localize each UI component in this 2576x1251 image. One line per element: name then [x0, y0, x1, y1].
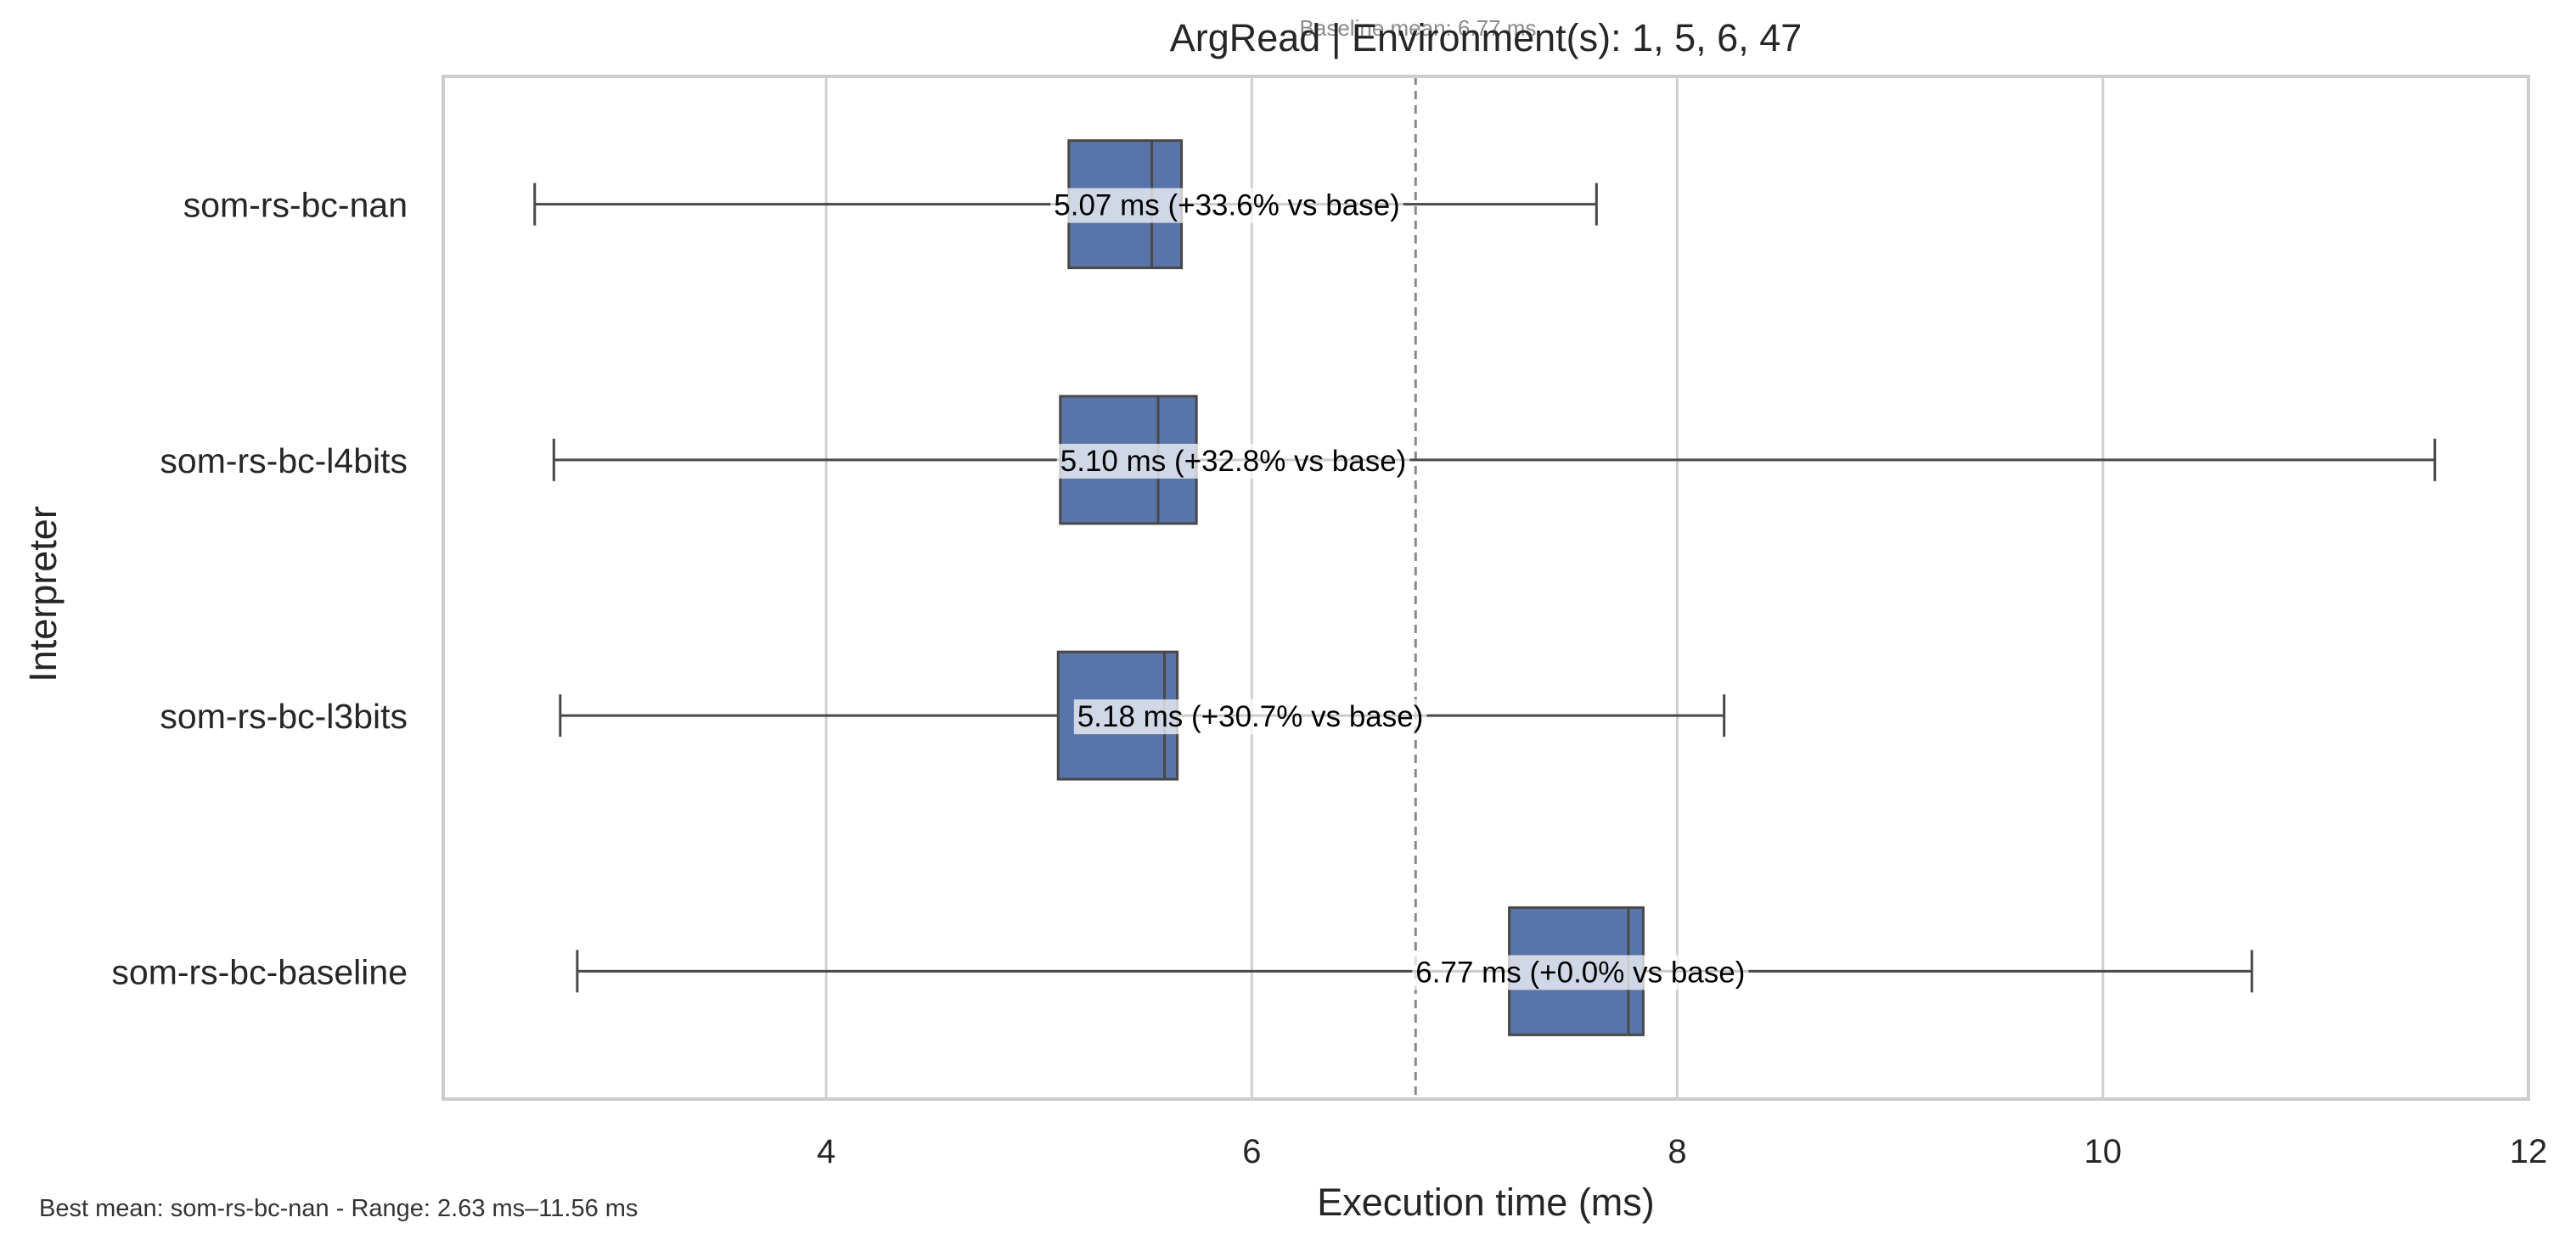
mean-label-background — [1050, 188, 1403, 223]
box-som-rs-bc-l3bits: 5.18 ms (+30.7% vs base) — [559, 650, 1726, 781]
boxes-layer: 5.07 ms (+33.6% vs base) 5.10 ms (+32.8% … — [533, 139, 2437, 1036]
y-axis-label: Interpreter — [21, 506, 65, 682]
box-som-rs-bc-l4bits: 5.10 ms (+32.8% vs base) — [552, 395, 2437, 525]
y-tick-label: som-rs-bc-l4bits — [160, 441, 408, 480]
y-tick-label: som-rs-bc-l3bits — [160, 697, 408, 736]
x-tick-label: 10 — [2084, 1133, 2123, 1170]
x-tick-label: 8 — [1668, 1133, 1686, 1170]
mean-label-background — [1056, 443, 1410, 479]
x-tick-label: 12 — [2510, 1133, 2548, 1170]
x-axis-label: Execution time (ms) — [1317, 1181, 1655, 1224]
x-tick-label: 4 — [817, 1133, 835, 1170]
baseline-mean-label: Baseline mean: 6.77 ms — [1300, 15, 1537, 41]
y-tick-label: som-rs-bc-nan — [183, 186, 408, 225]
mean-label-background — [1412, 955, 1749, 990]
x-tick-label: 6 — [1242, 1133, 1261, 1170]
footnote: Best mean: som-rs-bc-nan - Range: 2.63 m… — [39, 1195, 638, 1222]
y-tick-label: som-rs-bc-baseline — [111, 952, 408, 991]
grid-layer — [824, 76, 2105, 1099]
y-tick-labels: som-rs-bc-nan som-rs-bc-l4bits som-rs-bc-l… — [111, 186, 408, 992]
mean-label-background — [1073, 699, 1427, 735]
chart-title: ArgRead | Environment(s): 1, 5, 6, 47 — [1170, 16, 1803, 59]
mean-label: 6.77 ms (+0.0% vs base) — [1415, 956, 1745, 989]
plot-frame — [442, 75, 2530, 1101]
x-tick-labels: 4 6 8 10 12 — [817, 1133, 2547, 1170]
mean-label: 5.10 ms (+32.8% vs base) — [1060, 445, 1407, 478]
box-som-rs-bc-baseline: 6.77 ms (+0.0% vs base) — [576, 906, 2253, 1036]
box-som-rs-bc-nan: 5.07 ms (+33.6% vs base) — [533, 139, 1598, 270]
mean-label: 5.07 ms (+33.6% vs base) — [1054, 189, 1400, 222]
mean-label: 5.18 ms (+30.7% vs base) — [1077, 700, 1424, 733]
